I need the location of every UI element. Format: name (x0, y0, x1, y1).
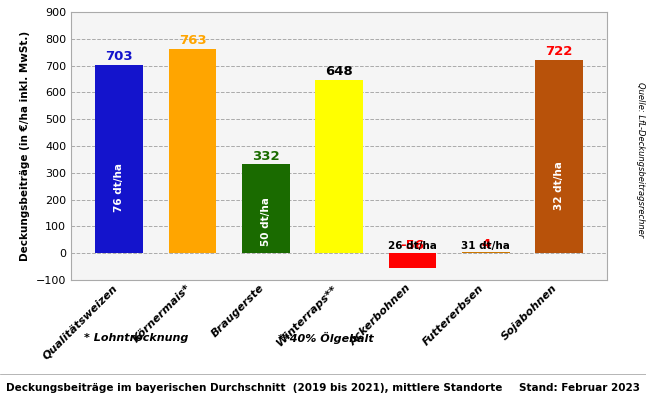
Text: -56: -56 (401, 239, 424, 252)
Text: Deckungsbeiträge im bayerischen Durchschnitt  (2019 bis 2021), mittlere Standort: Deckungsbeiträge im bayerischen Durchsch… (6, 383, 503, 393)
Text: 763: 763 (179, 34, 206, 47)
Bar (169, 49, 216, 253)
Bar (242, 164, 289, 253)
Bar (462, 252, 510, 253)
Text: 106 dt/ha: 106 dt/ha (187, 154, 198, 210)
Text: Quelle: LfL-Deckungsbeitragsrechner: Quelle: LfL-Deckungsbeitragsrechner (636, 82, 645, 238)
Text: 4: 4 (481, 238, 490, 250)
Bar (389, 253, 436, 268)
Bar (315, 80, 363, 253)
Y-axis label: Deckungsbeiträge (in €/ha inkl. MwSt.): Deckungsbeiträge (in €/ha inkl. MwSt.) (20, 31, 30, 261)
Text: 722: 722 (545, 45, 573, 58)
Text: **40% Ölgehalt: **40% Ölgehalt (278, 332, 373, 344)
Text: 703: 703 (105, 50, 133, 63)
Text: 648: 648 (326, 65, 353, 78)
Text: Stand: Februar 2023: Stand: Februar 2023 (519, 383, 640, 393)
Bar (96, 65, 143, 253)
Text: 26 dt/ha: 26 dt/ha (388, 240, 437, 250)
Text: * Lohntrocknung: * Lohntrocknung (84, 333, 189, 342)
Text: 332: 332 (252, 150, 280, 163)
Text: 50 dt/ha: 50 dt/ha (261, 198, 271, 246)
Text: 32 dt/ha: 32 dt/ha (554, 161, 564, 210)
Bar (536, 60, 583, 253)
Text: 76 dt/ha: 76 dt/ha (114, 163, 124, 212)
Text: 31 dt/ha: 31 dt/ha (461, 240, 510, 250)
Text: 36 dt/ha: 36 dt/ha (334, 168, 344, 217)
